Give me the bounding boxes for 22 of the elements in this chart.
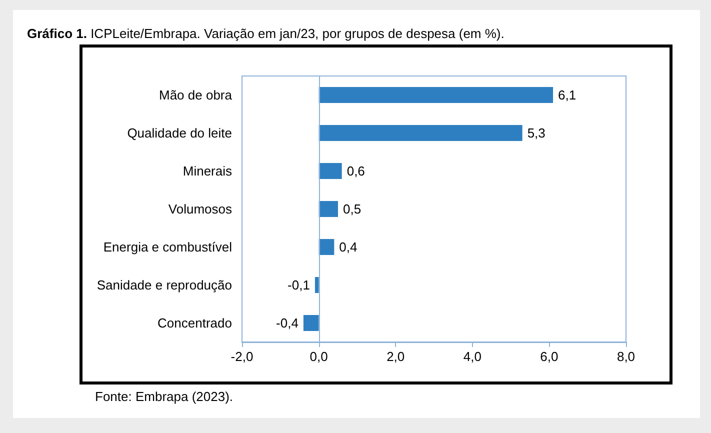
data-label: 5,3 [527, 126, 546, 140]
x-tick-label: 4,0 [463, 349, 482, 364]
data-label: 6,1 [558, 88, 576, 102]
data-label: 0,5 [343, 202, 362, 216]
source-note: Fonte: Embrapa (2023). [95, 389, 234, 404]
chart-title: Gráfico 1. ICPLeite/Embrapa. Variação em jan/23, por grupos de despesa (em %). [27, 26, 504, 41]
x-tick-label: 2,0 [386, 349, 405, 364]
data-label: -0,4 [276, 316, 298, 330]
x-tick-label: 6,0 [540, 349, 558, 364]
y-tick-label: Minerais [182, 164, 232, 178]
y-tick-label: Concentrado [158, 316, 232, 330]
x-tick-label: -2,0 [230, 349, 254, 364]
data-label: 0,4 [339, 240, 358, 254]
x-tick-label: 0,0 [310, 349, 328, 364]
y-tick-label: Qualidade do leite [127, 126, 232, 140]
y-tick-label: Mão de obra [159, 88, 233, 102]
data-label: 0,6 [346, 164, 365, 178]
y-tick-label: Energia e combustível [103, 240, 232, 254]
y-tick-label: Sanidade e reprodução [96, 278, 232, 292]
y-tick-label: Volumosos [168, 202, 232, 216]
x-tick-label: 8,0 [616, 349, 636, 364]
data-label: -0,1 [288, 278, 310, 292]
